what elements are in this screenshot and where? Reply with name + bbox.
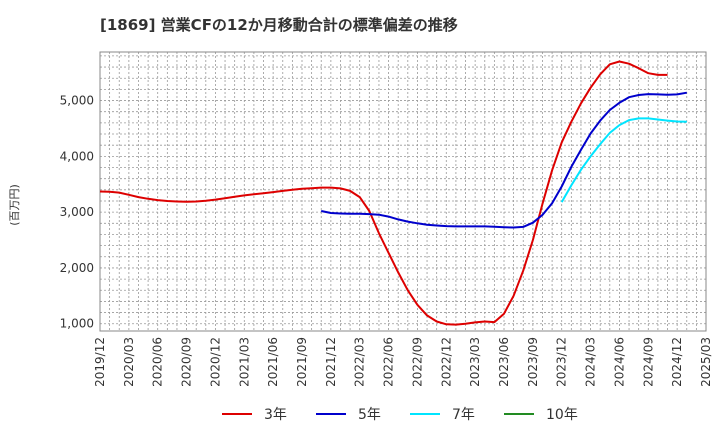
legend: 3年 5年 7年 10年 [222,407,578,423]
x-tick-label: 2024/12 [670,337,684,387]
x-tick-label: 2019/12 [93,337,107,387]
series-line-1 [99,60,668,326]
plot-area [99,51,707,332]
x-tick-label: 2020/09 [180,337,194,387]
y-tick-label: 2,000 [60,261,94,275]
x-tick-label: 2023/06 [497,337,511,387]
x-tick-label: 2023/12 [555,337,569,387]
y-tick-label: 3,000 [60,205,94,219]
legend-label-1: 3年 [264,407,287,423]
legend-label-4: 10年 [546,407,578,423]
x-tick-label: 2020/03 [122,337,136,387]
x-tick-label: 2022/06 [382,337,396,387]
x-tick-label: 2023/03 [468,337,482,387]
x-tick-label: 2024/09 [641,337,655,387]
series-line-2 [320,91,687,229]
x-tick-label: 2022/12 [439,337,453,387]
x-tick-label: 2024/06 [612,337,626,387]
legend-label-2: 5年 [358,407,381,423]
x-tick-label: 2025/03 [699,337,713,387]
x-tick-label: 2021/12 [324,337,338,387]
x-tick-label: 2024/03 [584,337,598,387]
x-tick-label: 2020/06 [151,337,165,387]
x-tick-label: 2022/03 [353,337,367,387]
y-tick-label: 4,000 [60,149,94,163]
x-axis-ticks: 2019/12 2020/03 2020/06 2020/09 2020/12 2021/… [93,337,713,387]
y-axis-label: (百万円) [8,184,21,226]
x-tick-label: 2023/09 [526,337,540,387]
grid-lines [100,52,706,331]
x-tick-label: 2021/09 [295,337,309,387]
legend-label-3: 7年 [452,407,475,423]
chart-title: [1869] 営業CFの12か月移動合計の標準偏差の推移 [100,16,458,34]
y-axis-ticks: 1,000 2,000 3,000 4,000 5,000 [60,94,94,331]
x-tick-label: 2021/06 [266,337,280,387]
x-tick-label: 2022/09 [410,337,424,387]
x-tick-label: 2021/03 [237,337,251,387]
x-tick-label: 2020/12 [208,337,222,387]
y-tick-label: 5,000 [60,94,94,108]
series-lines [99,60,687,326]
y-tick-label: 1,000 [60,317,94,331]
series-line-3 [560,117,687,203]
